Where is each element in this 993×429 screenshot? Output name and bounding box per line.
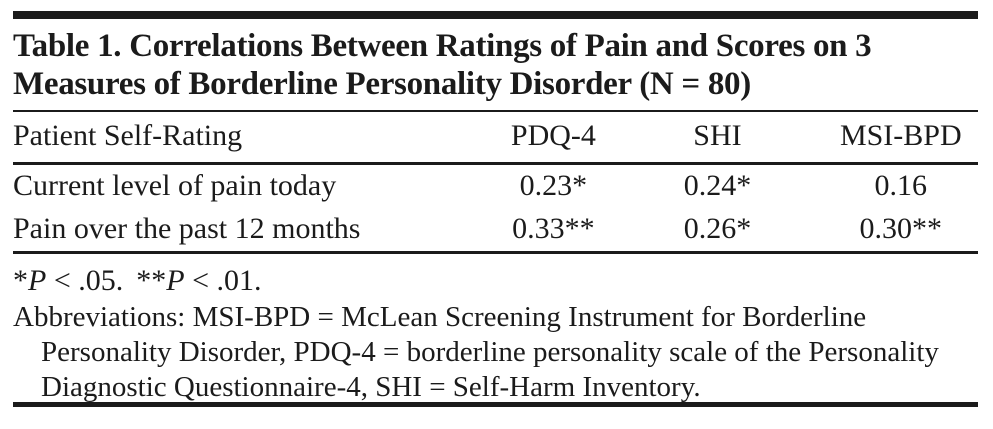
bottom-rule: [13, 402, 978, 407]
column-header-pdq4: PDQ-4: [495, 111, 612, 165]
correlations-table: Patient Self-Rating PDQ-4 SHI MSI-BPD Cu…: [13, 110, 978, 254]
table-header-row: Patient Self-Rating PDQ-4 SHI MSI-BPD: [13, 111, 978, 165]
table-cell: 0.23*: [519, 169, 588, 202]
table-title: Table 1. Correlations Between Ratings of…: [13, 28, 872, 102]
row-label: Current level of pain today: [13, 169, 337, 202]
table-cell: 0.16: [874, 169, 928, 202]
significance-threshold1: < .05.: [46, 264, 124, 297]
table-cell: 0.26*: [611, 208, 824, 254]
top-rule: [13, 11, 978, 19]
significance-star2: **: [136, 264, 167, 297]
significance-p1: P: [28, 264, 47, 297]
table-cell: 0.30**: [823, 208, 978, 254]
table-row-current-pain: Current level of pain today 0.23* 0.24* …: [13, 164, 978, 209]
abbreviations-note: Abbreviations: MSI-BPD = McLean Screenin…: [13, 301, 939, 403]
significance-note: *P < .05. **P < .01.: [13, 264, 978, 298]
column-header-shi: SHI: [611, 111, 824, 165]
table-cell: 0.24*: [683, 169, 752, 202]
table-row-past-12-months: Pain over the past 12 months 0.33** 0.26…: [13, 208, 978, 254]
significance-star1: *: [13, 264, 28, 297]
table-frame: Table 1. Correlations Between Ratings of…: [13, 11, 978, 405]
significance-p2: P: [166, 264, 185, 297]
column-header-patient-self-rating: Patient Self-Rating: [13, 111, 496, 165]
significance-threshold2: < .01.: [184, 264, 262, 297]
row-label: Pain over the past 12 months: [13, 208, 496, 254]
column-header-msi-bpd: MSI-BPD: [823, 111, 978, 165]
table-cell: 0.33**: [495, 208, 612, 254]
